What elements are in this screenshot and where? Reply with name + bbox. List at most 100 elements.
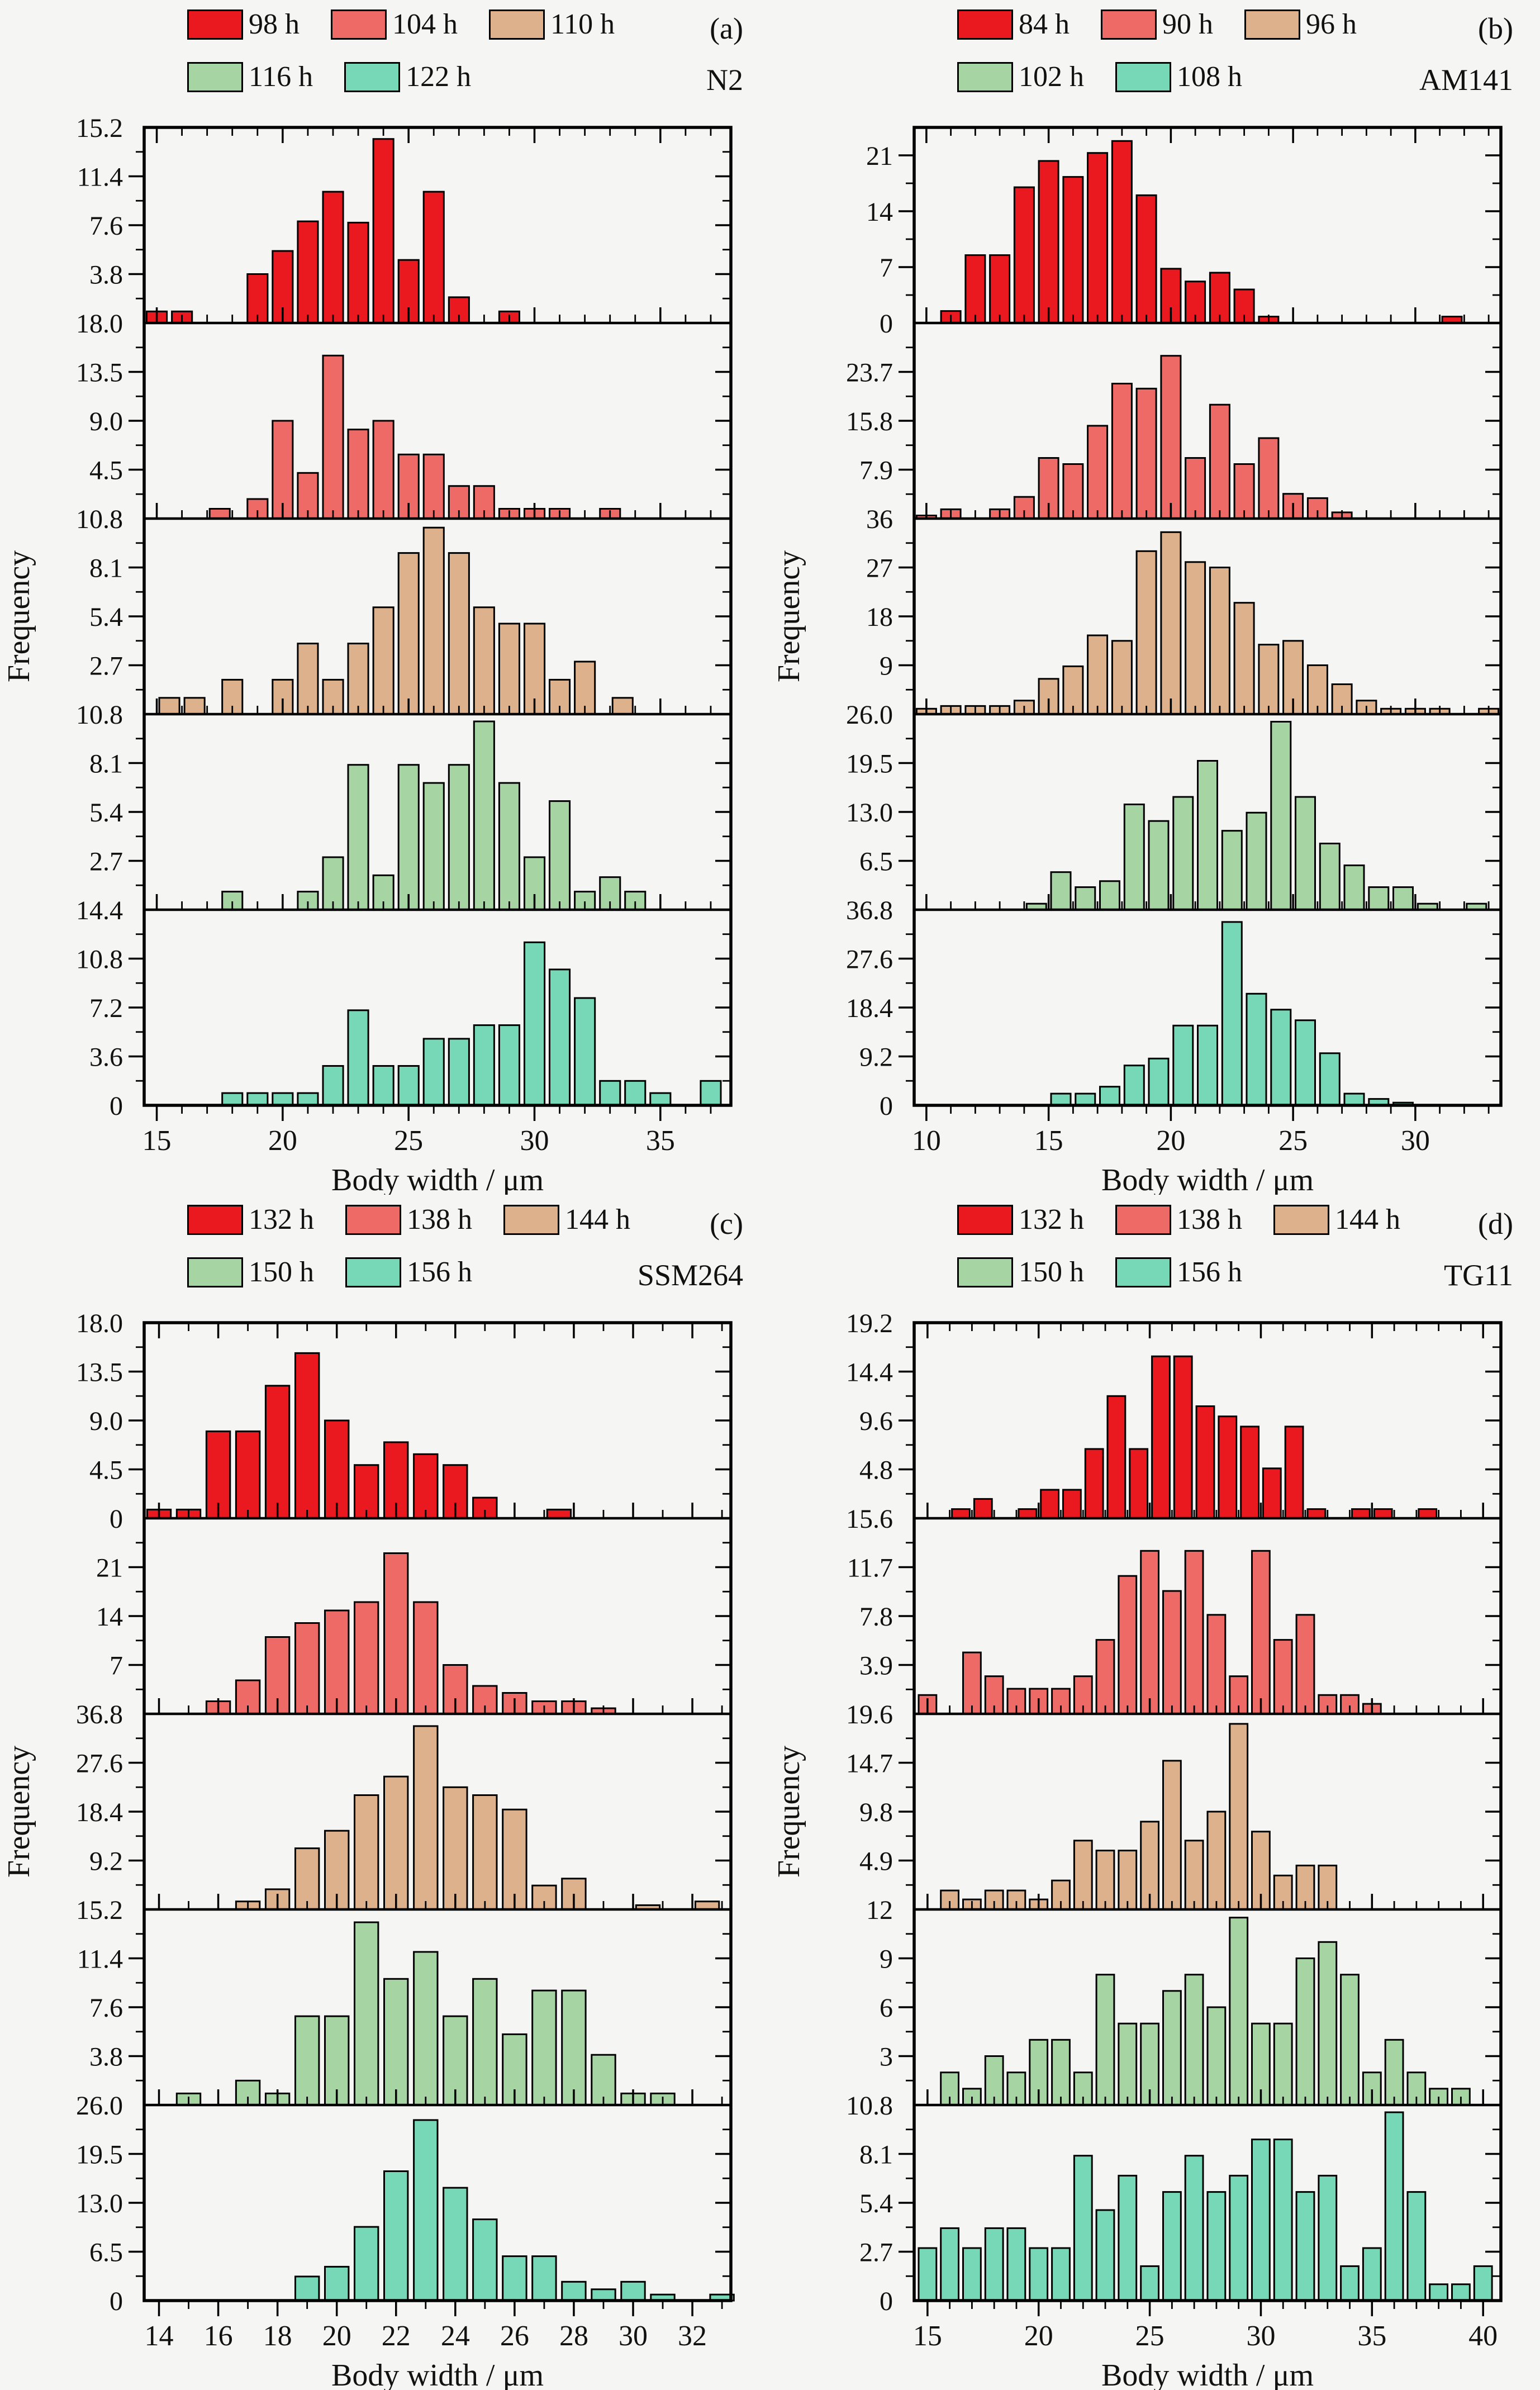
- histogram-bar: [1473, 2265, 1493, 2302]
- histogram-bar: [422, 453, 445, 520]
- histogram-bar: [574, 997, 596, 1106]
- x-tick-label: 30: [619, 2320, 648, 2352]
- histogram-bar: [502, 2255, 527, 2302]
- histogram-bar: [1229, 2174, 1249, 2302]
- histogram-bar: [372, 420, 394, 520]
- legend-label: 108 h: [1177, 61, 1242, 93]
- histogram-bar: [235, 1430, 261, 1519]
- legend-item: 108 h: [1115, 60, 1242, 93]
- histogram-bar: [272, 1092, 294, 1106]
- histogram-bar: [322, 1065, 344, 1106]
- y-tick-label: 0: [110, 2287, 123, 2316]
- histogram-bar: [1273, 2022, 1293, 2106]
- histogram-bar: [1062, 176, 1084, 324]
- histogram-bar: [599, 1080, 621, 1106]
- legend-label: 138 h: [1177, 1204, 1242, 1236]
- histogram-bar: [624, 1080, 647, 1106]
- x-tick-label: 35: [646, 1125, 675, 1157]
- histogram-bar: [347, 221, 369, 324]
- y-tick-label: 10.8: [76, 945, 123, 975]
- histogram-bar: [1318, 2174, 1338, 2302]
- y-tick-label: 13.5: [76, 358, 123, 388]
- histogram-bar: [246, 1092, 269, 1106]
- histogram-bar: [347, 643, 369, 715]
- histogram-bar: [1319, 1052, 1341, 1106]
- x-tick-label: 15: [142, 1125, 172, 1157]
- x-tick-label: 25: [1135, 2320, 1164, 2352]
- histogram-bar: [383, 2170, 409, 2302]
- y-tick-label: 27.6: [76, 1749, 123, 1779]
- strain-label: TG11: [1444, 1258, 1513, 1292]
- legend-item: 98 h: [187, 8, 300, 41]
- histogram-bar: [422, 782, 445, 911]
- x-tick-label: 26: [500, 2320, 529, 2352]
- y-tick-label: 18.0: [76, 1309, 123, 1338]
- histogram-bar: [1284, 1426, 1304, 1519]
- y-tick-label: 3: [880, 2042, 893, 2072]
- histogram-bar: [546, 1508, 572, 1519]
- y-tick-label: 0: [110, 1504, 123, 1534]
- histogram-bar: [1319, 843, 1341, 911]
- legend-swatch-icon: [503, 1204, 559, 1235]
- x-tick-label: 20: [268, 1125, 297, 1157]
- histogram-bar: [448, 552, 470, 715]
- legend-row: 116 h 122 h: [187, 60, 502, 93]
- y-tick-label: 3.8: [89, 2042, 123, 2072]
- y-tick-label: 4.8: [859, 1456, 893, 1485]
- y-tick-label: 36: [866, 505, 893, 534]
- legend-item: 104 h: [331, 8, 458, 41]
- y-tick-label: 7.2: [89, 994, 123, 1023]
- y-tick-label: 23.7: [846, 358, 893, 388]
- histogram-bar: [1209, 403, 1230, 520]
- histogram-bar: [1340, 1694, 1360, 1715]
- y-tick-label: 18.4: [846, 994, 893, 1023]
- legend-item: 116 h: [187, 60, 313, 93]
- histogram-bar: [413, 2119, 439, 2302]
- legend-swatch-icon: [957, 1204, 1013, 1235]
- y-tick-label: 26.0: [846, 700, 893, 730]
- legend-label: 144 h: [1335, 1204, 1400, 1236]
- histogram-bar: [1087, 634, 1109, 715]
- figure-panel-am141: 84 h 90 h 96 h 102 h 108 h (b) AM141 0 7 14 21 7.9 1…: [770, 0, 1540, 1195]
- histogram-bar: [383, 1775, 409, 1911]
- histogram-bar: [1118, 1850, 1138, 1911]
- legend-label: 132 h: [249, 1204, 314, 1236]
- x-tick-label: 28: [559, 2320, 588, 2352]
- histogram-bar: [1197, 1024, 1218, 1106]
- y-tick-label: 10.8: [846, 2091, 893, 2121]
- legend-label: 110 h: [550, 8, 615, 40]
- histogram-bar: [1050, 871, 1072, 911]
- legend-swatch-icon: [1244, 9, 1300, 40]
- legend-label: 144 h: [565, 1204, 630, 1236]
- histogram-bar: [1118, 1575, 1138, 1715]
- legend-swatch-icon: [187, 1204, 243, 1235]
- histogram-bar: [294, 2275, 320, 2302]
- y-tick-label: 14.4: [846, 1358, 893, 1388]
- histogram-bar: [1172, 1024, 1194, 1106]
- x-tick-label: 20: [1024, 2320, 1053, 2352]
- strain-label: AM141: [1419, 63, 1513, 97]
- histogram-bar: [591, 2288, 616, 2302]
- legend-item: 156 h: [1115, 1256, 1242, 1289]
- histogram-bar: [221, 1092, 244, 1106]
- histogram-bar: [1295, 1614, 1315, 1715]
- histogram-bar: [1162, 1760, 1182, 1911]
- histogram-bar: [1273, 2139, 1293, 2302]
- histogram-bar: [1273, 1639, 1293, 1715]
- histogram-bar: [472, 1978, 498, 2106]
- x-tick-label: 30: [1401, 1125, 1430, 1157]
- panel-tag: (b): [1478, 12, 1513, 45]
- histogram-bar: [1062, 463, 1084, 520]
- y-tick-label: 9: [880, 652, 893, 681]
- histogram-bar: [383, 1552, 409, 1715]
- histogram-bar: [322, 354, 344, 520]
- histogram-bar: [1148, 1057, 1170, 1106]
- histogram-bar: [1240, 1426, 1260, 1519]
- histogram-bar: [1197, 760, 1218, 911]
- legend-swatch-icon: [1115, 61, 1171, 92]
- y-tick-label: 4.5: [89, 456, 123, 486]
- histogram-bar: [324, 1609, 350, 1715]
- histogram-bar: [1343, 864, 1365, 911]
- histogram-bar: [1251, 2139, 1271, 2302]
- histogram-bar: [962, 2247, 982, 2302]
